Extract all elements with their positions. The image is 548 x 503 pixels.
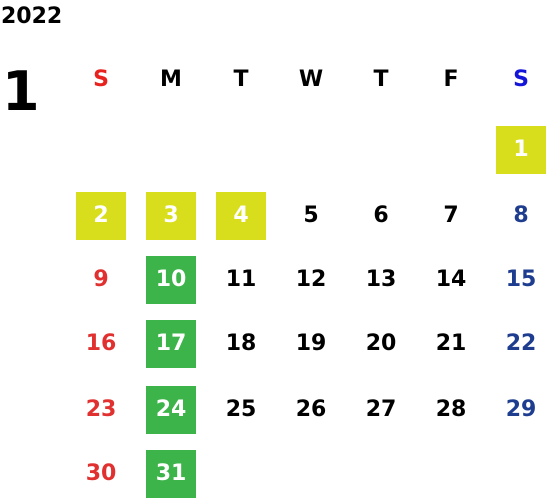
day-cell[interactable]: 19: [295, 331, 327, 356]
month-label: 1: [2, 60, 40, 123]
day-cell[interactable]: 5: [303, 203, 319, 228]
day-cell[interactable]: 13: [365, 267, 397, 292]
day-cell[interactable]: 23: [85, 397, 117, 422]
day-cell[interactable]: 7: [443, 203, 459, 228]
weekday-3: W: [298, 67, 324, 92]
day-cell[interactable]: 31: [146, 450, 196, 498]
day-cell[interactable]: 26: [295, 397, 327, 422]
day-cell[interactable]: 14: [435, 267, 467, 292]
weekday-0: S: [93, 67, 109, 92]
day-cell[interactable]: 20: [365, 331, 397, 356]
day-cell[interactable]: 4: [216, 192, 266, 240]
day-cell[interactable]: 11: [225, 267, 257, 292]
day-cell[interactable]: 17: [146, 320, 196, 368]
day-cell[interactable]: 22: [505, 331, 537, 356]
day-cell[interactable]: 3: [146, 192, 196, 240]
weekday-1: M: [160, 67, 182, 92]
day-cell[interactable]: 29: [505, 397, 537, 422]
day-cell[interactable]: 10: [146, 256, 196, 304]
day-cell[interactable]: 24: [146, 386, 196, 434]
day-cell[interactable]: 6: [373, 203, 389, 228]
weekday-2: T: [233, 67, 249, 92]
day-cell[interactable]: 18: [225, 331, 257, 356]
weekday-5: F: [443, 67, 459, 92]
day-cell[interactable]: 12: [295, 267, 327, 292]
day-cell[interactable]: 2: [76, 192, 126, 240]
day-cell[interactable]: 9: [93, 267, 109, 292]
day-cell[interactable]: 15: [505, 267, 537, 292]
day-cell[interactable]: 8: [513, 203, 529, 228]
weekday-6: S: [513, 67, 529, 92]
day-cell[interactable]: 16: [85, 331, 117, 356]
day-cell[interactable]: 21: [435, 331, 467, 356]
day-cell[interactable]: 1: [496, 126, 546, 174]
weekday-4: T: [373, 67, 389, 92]
day-cell[interactable]: 27: [365, 397, 397, 422]
day-cell[interactable]: 25: [225, 397, 257, 422]
day-cell[interactable]: 28: [435, 397, 467, 422]
day-cell[interactable]: 30: [85, 461, 117, 486]
year-label: 2022: [1, 4, 63, 29]
